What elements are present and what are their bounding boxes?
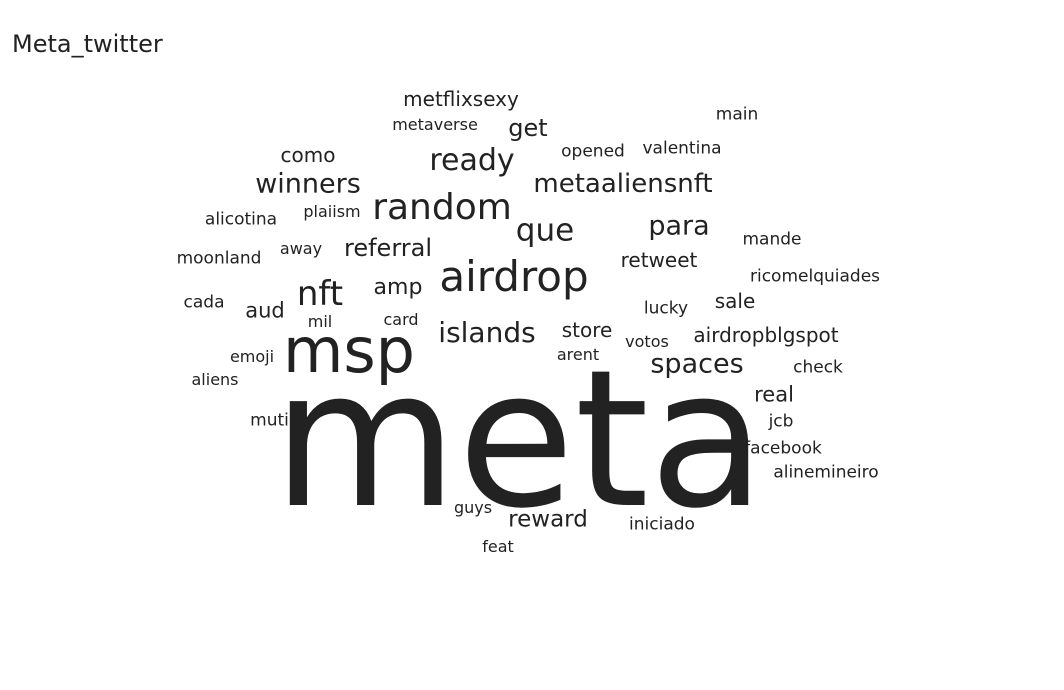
word-guys: guys	[453, 498, 493, 517]
word-lucky: lucky	[643, 298, 689, 319]
word-airdrop: airdrop	[439, 252, 589, 301]
word-alicotina: alicotina	[204, 209, 278, 230]
word-spaces: spaces	[650, 348, 744, 380]
word-card: card	[383, 310, 419, 329]
word-amp: amp	[373, 275, 423, 300]
word-real: real	[754, 382, 794, 407]
word-check: check	[793, 357, 843, 378]
chart-title: Meta_twitter	[12, 30, 163, 58]
word-metaaliensnft: metaaliensnft	[533, 169, 713, 199]
word-votos: votos	[625, 332, 669, 351]
word-mil: mil	[307, 312, 333, 331]
word-ready: ready	[429, 143, 515, 178]
word-metaverse: metaverse	[392, 115, 478, 134]
word-store: store	[561, 318, 613, 342]
word-main: main	[715, 104, 759, 125]
word-aud: aud	[245, 298, 285, 323]
word-get: get	[508, 114, 548, 142]
word-opened: opened	[561, 141, 625, 162]
word-mutir: mutir	[250, 410, 296, 431]
word-iniciado: iniciado	[629, 514, 695, 535]
word-plaiism: plaiism	[303, 202, 361, 221]
word-mande: mande	[742, 229, 802, 250]
word-feat: feat	[482, 537, 514, 556]
word-valentina: valentina	[642, 138, 722, 159]
word-airdropblgspot: airdropblgspot	[693, 323, 839, 347]
word-random: random	[372, 187, 512, 228]
word-arent: arent	[556, 345, 600, 364]
word-para: para	[648, 210, 710, 242]
word-away: away	[279, 239, 323, 258]
word-alinemineiro: alinemineiro	[773, 462, 879, 483]
word-jcb: jcb	[768, 411, 794, 432]
word-ricomelquiades: ricomelquiades	[749, 266, 881, 287]
word-facebook: facebook	[744, 438, 822, 459]
word-meta: meta	[272, 329, 766, 550]
word-moonland: moonland	[176, 248, 262, 269]
word-cada: cada	[183, 292, 225, 313]
word-msp: msp	[282, 314, 416, 387]
word-winners: winners	[255, 168, 361, 200]
word-emoji: emoji	[229, 347, 275, 366]
word-aliens: aliens	[191, 370, 239, 389]
word-sale: sale	[714, 289, 756, 313]
word-islands: islands	[438, 316, 536, 349]
word-metflixsexy: metflixsexy	[403, 87, 519, 111]
word-como: como	[280, 143, 336, 167]
word-nft: nft	[296, 274, 344, 314]
word-reward: reward	[508, 506, 588, 533]
word-que: que	[515, 212, 575, 249]
word-retweet: retweet	[620, 248, 698, 272]
word-referral: referral	[343, 234, 433, 262]
